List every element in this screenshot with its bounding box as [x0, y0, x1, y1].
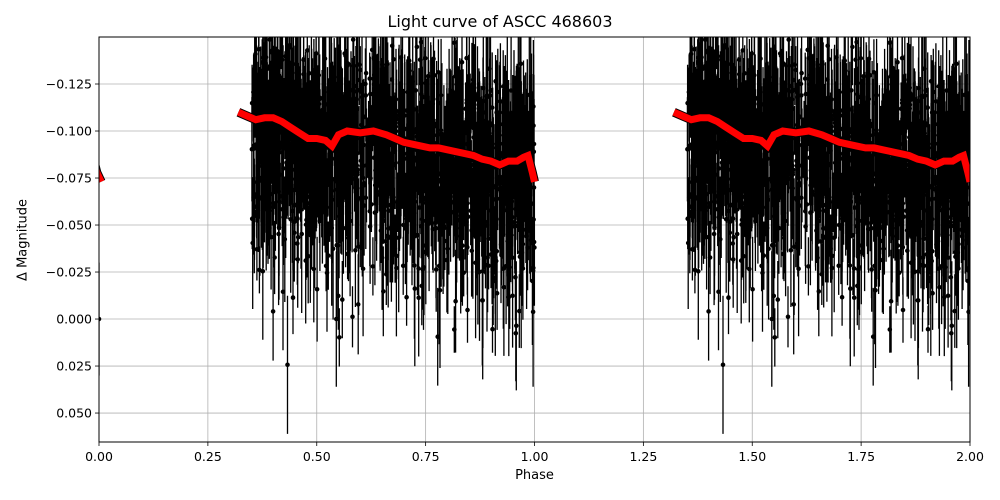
- chart-title: Light curve of ASCC 468603: [387, 12, 613, 31]
- x-tick-label: 1.75: [847, 449, 875, 464]
- x-axis-ticks: 0.00 0.25 0.50 0.75 1.00 1.25 1.50 1.75 2.00: [85, 442, 984, 464]
- x-tick-label: 1.50: [738, 449, 766, 464]
- x-tick-label: 1.25: [629, 449, 657, 464]
- y-tick-label: −0.075: [46, 171, 92, 186]
- x-tick-label: 0.00: [85, 449, 113, 464]
- x-tick-label: 2.00: [956, 449, 984, 464]
- y-tick-label: −0.125: [46, 77, 92, 92]
- y-tick-label: 0.025: [56, 359, 92, 374]
- y-tick-label: −0.025: [46, 265, 92, 280]
- x-tick-label: 1.00: [521, 449, 549, 464]
- x-tick-label: 0.25: [194, 449, 222, 464]
- trend-line: [99, 108, 970, 183]
- y-tick-label: 0.050: [56, 406, 92, 421]
- y-axis-ticks: −0.125 −0.100 −0.075 −0.050 −0.025 0.000 0.025…: [46, 77, 99, 421]
- y-tick-label: −0.050: [46, 218, 92, 233]
- x-tick-label: 0.75: [412, 449, 440, 464]
- y-tick-label: 0.000: [56, 312, 92, 327]
- x-axis-label: Phase: [515, 468, 554, 483]
- y-tick-label: −0.100: [46, 124, 92, 139]
- x-tick-label: 0.50: [303, 449, 331, 464]
